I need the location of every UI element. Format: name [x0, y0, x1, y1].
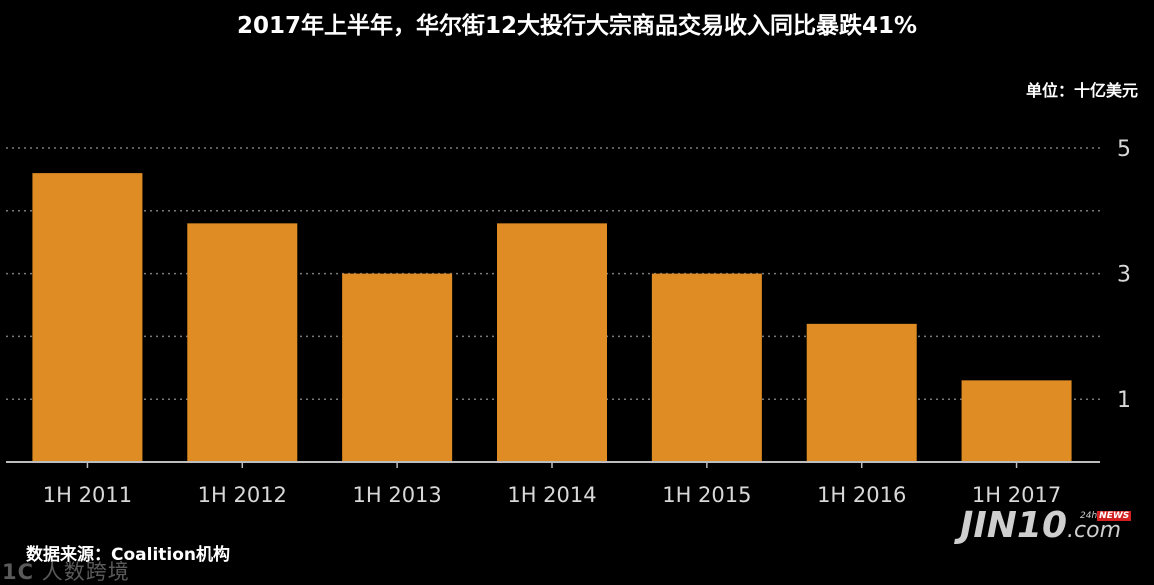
x-tick-label: 1H 2014	[507, 483, 596, 507]
bar	[651, 273, 762, 462]
y-tick-label: 3	[1117, 263, 1131, 288]
x-tick-label: 1H 2017	[972, 483, 1061, 507]
source-label: 数据来源：Coalition机构	[26, 545, 231, 565]
watermark-brand: JIN10	[960, 505, 1068, 546]
chart-title: 2017年上半年，华尔街12大投行大宗商品交易收入同比暴跌41%	[236, 13, 918, 39]
watermark-left-text: 人数跨境	[41, 560, 130, 584]
x-tick-label: 1H 2015	[662, 483, 751, 507]
unit-label: 单位：十亿美元	[1025, 81, 1138, 100]
watermark-left-mark: 1C	[2, 560, 35, 584]
watermark-badge: 24h NEWS	[1080, 511, 1132, 521]
watermark-logo: JIN10.com	[960, 505, 1121, 546]
x-tick-label: 1H 2013	[353, 483, 442, 507]
bar	[32, 173, 143, 462]
bar	[961, 380, 1072, 462]
watermark-left: 1C 人数跨境	[2, 556, 130, 585]
bar	[806, 323, 917, 462]
bar	[342, 273, 453, 462]
x-tick-label: 1H 2016	[817, 483, 906, 507]
watermark-domain: .com	[1067, 518, 1121, 543]
x-tick-label: 1H 2012	[198, 483, 287, 507]
bar	[187, 223, 298, 462]
y-tick-label: 1	[1117, 388, 1131, 413]
watermark-badge-news: NEWS	[1097, 511, 1132, 521]
x-tick-label: 1H 2011	[43, 483, 132, 507]
watermark-badge-prefix: 24h	[1080, 511, 1098, 521]
bar	[497, 223, 607, 462]
y-tick-label: 5	[1117, 137, 1131, 162]
